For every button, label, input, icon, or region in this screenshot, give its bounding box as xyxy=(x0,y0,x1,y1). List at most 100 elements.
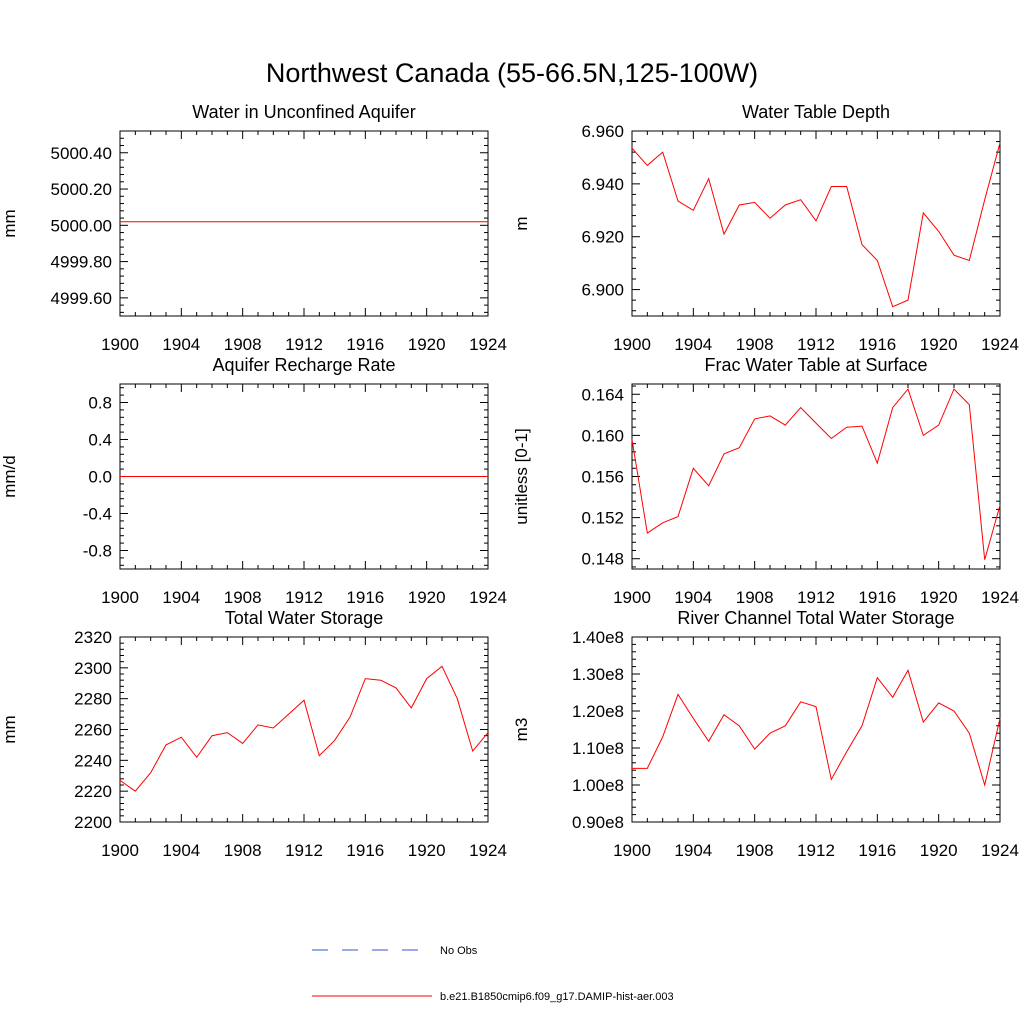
y-tick-label: 5000.40 xyxy=(51,144,112,163)
y-axis-label: mm xyxy=(0,209,19,237)
y-tick-label: 0.164 xyxy=(581,385,624,404)
main-title: Northwest Canada (55-66.5N,125-100W) xyxy=(266,58,758,88)
panel-2: Water Table Depth m 1900 1904 1908 1912 1916 19… xyxy=(512,102,1019,354)
y-tick-label: 0.156 xyxy=(581,468,624,487)
panel-title: Water Table Depth xyxy=(742,102,890,122)
x-tick-label: 1904 xyxy=(162,335,200,354)
y-tick-label: 0.4 xyxy=(88,431,112,450)
y-tick-label: 2260 xyxy=(74,721,112,740)
x-tick-label: 1916 xyxy=(346,588,384,607)
y-axis-label: mm/d xyxy=(0,455,19,498)
y-tick-label: 1.30e8 xyxy=(572,665,624,684)
x-tick-label: 1900 xyxy=(613,841,651,860)
y-axis-label: unitless [0-1] xyxy=(512,428,531,524)
y-tick-label: 1.20e8 xyxy=(572,702,624,721)
x-tick-label: 1924 xyxy=(469,841,507,860)
y-tick-label: 2240 xyxy=(74,751,112,770)
x-tick-label: 1900 xyxy=(101,335,139,354)
y-tick-label: 2300 xyxy=(74,659,112,678)
x-tick-label: 1916 xyxy=(858,841,896,860)
x-tick-label: 1920 xyxy=(408,588,446,607)
x-tick-label: 1904 xyxy=(674,841,712,860)
x-tick-label: 1900 xyxy=(101,588,139,607)
x-tick-label: 1908 xyxy=(736,335,774,354)
x-tick-label: 1912 xyxy=(285,588,323,607)
y-tick-label: 2280 xyxy=(74,690,112,709)
panel-5: Total Water Storage mm 1900 1904 1908 1912 191… xyxy=(0,608,507,860)
legend-model-label: b.e21.B1850cmip6.f09_g17.DAMIP-hist-aer.… xyxy=(440,991,674,1003)
panel-3: Aquifer Recharge Rate mm/d 1900 1904 1908 191… xyxy=(0,355,507,607)
y-tick-label: 4999.60 xyxy=(51,289,112,308)
y-tick-label: 4999.80 xyxy=(51,253,112,272)
x-tick-label: 1920 xyxy=(408,335,446,354)
y-tick-label: 2320 xyxy=(74,628,112,647)
x-tick-label: 1908 xyxy=(224,841,262,860)
y-tick-label: 1.40e8 xyxy=(572,628,624,647)
panel-4: Frac Water Table at Surface unitless [0-1… xyxy=(512,355,1019,607)
x-tick-label: 1904 xyxy=(674,335,712,354)
y-tick-label: 0.90e8 xyxy=(572,813,624,832)
x-tick-label: 1920 xyxy=(920,841,958,860)
x-tick-label: 1908 xyxy=(224,588,262,607)
y-tick-label: 0.0 xyxy=(88,468,112,487)
x-tick-label: 1912 xyxy=(285,335,323,354)
legend: No Obs b.e21.B1850cmip6.f09_g17.DAMIP-hi… xyxy=(312,945,674,1003)
y-tick-label: 0.160 xyxy=(581,426,624,445)
panel-title: Frac Water Table at Surface xyxy=(704,355,927,375)
x-tick-label: 1920 xyxy=(920,335,958,354)
y-axis-label: m xyxy=(512,216,531,230)
series-line xyxy=(119,665,489,792)
y-tick-label: 5000.00 xyxy=(51,216,112,235)
x-tick-label: 1924 xyxy=(469,588,507,607)
x-tick-label: 1908 xyxy=(736,841,774,860)
x-tick-label: 1916 xyxy=(858,335,896,354)
x-tick-label: 1908 xyxy=(736,588,774,607)
y-tick-label: 6.960 xyxy=(581,122,624,141)
y-tick-label: 1.00e8 xyxy=(572,776,624,795)
chart-panels: Water in Unconfined Aquifer mm 1900 1904 190… xyxy=(0,102,1019,860)
series-line xyxy=(632,669,1001,787)
plot-frame xyxy=(631,130,1001,317)
x-tick-label: 1920 xyxy=(408,841,446,860)
x-tick-label: 1924 xyxy=(981,335,1019,354)
panel-6: River Channel Total Water Storage m3 1900 1… xyxy=(512,608,1019,860)
panel-title: Total Water Storage xyxy=(225,608,383,628)
x-tick-label: 1900 xyxy=(613,588,651,607)
panel-title: Water in Unconfined Aquifer xyxy=(192,102,415,122)
x-tick-label: 1920 xyxy=(920,588,958,607)
y-tick-label: 6.940 xyxy=(581,175,624,194)
plot-frame xyxy=(631,636,1001,823)
y-axis-label: m3 xyxy=(512,718,531,742)
y-tick-label: 0.148 xyxy=(581,550,624,569)
x-tick-label: 1908 xyxy=(224,335,262,354)
y-tick-label: 6.900 xyxy=(581,281,624,300)
y-tick-label: 0.8 xyxy=(88,394,112,413)
y-tick-label: -0.8 xyxy=(83,542,112,561)
y-tick-label: 1.10e8 xyxy=(572,739,624,758)
panel-title: River Channel Total Water Storage xyxy=(677,608,954,628)
x-tick-label: 1904 xyxy=(162,841,200,860)
x-tick-label: 1912 xyxy=(797,588,835,607)
y-tick-label: 5000.20 xyxy=(51,180,112,199)
x-tick-label: 1924 xyxy=(469,335,507,354)
x-tick-label: 1900 xyxy=(101,841,139,860)
panel-1: Water in Unconfined Aquifer mm 1900 1904 190… xyxy=(0,102,507,354)
x-tick-label: 1900 xyxy=(613,335,651,354)
y-tick-label: -0.4 xyxy=(83,505,112,524)
x-tick-label: 1904 xyxy=(674,588,712,607)
y-tick-label: 6.920 xyxy=(581,228,624,247)
y-axis-label: mm xyxy=(0,715,19,743)
x-tick-label: 1916 xyxy=(346,335,384,354)
y-tick-label: 0.152 xyxy=(581,509,624,528)
y-tick-label: 2220 xyxy=(74,782,112,801)
x-tick-label: 1912 xyxy=(285,841,323,860)
panel-title: Aquifer Recharge Rate xyxy=(212,355,395,375)
y-tick-label: 2200 xyxy=(74,813,112,832)
x-tick-label: 1924 xyxy=(981,588,1019,607)
series-line xyxy=(631,388,1001,560)
plot-frame xyxy=(119,130,489,317)
x-tick-label: 1924 xyxy=(981,841,1019,860)
x-tick-label: 1912 xyxy=(797,841,835,860)
x-tick-label: 1912 xyxy=(797,335,835,354)
